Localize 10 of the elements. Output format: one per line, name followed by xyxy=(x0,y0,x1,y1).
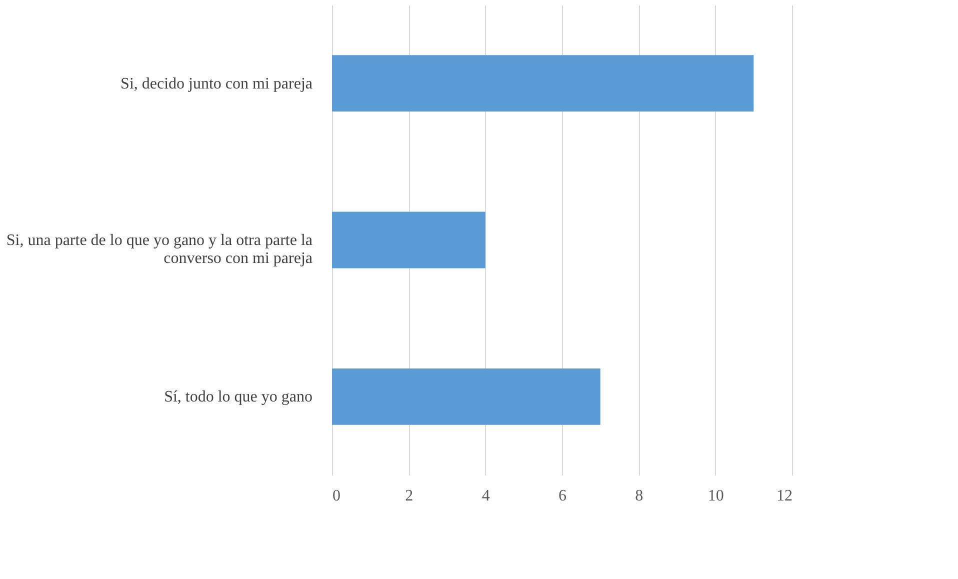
x-tick-label: 2 xyxy=(405,488,414,504)
x-tick-label: 8 xyxy=(635,488,644,504)
x-tick-label: 6 xyxy=(558,488,566,504)
y-tick-label: Si, una parte de lo que yo gano y la otra parte la converso con mi pareja xyxy=(6,232,312,267)
x-tick-label: 12 xyxy=(776,488,792,504)
x-tick-label: 0 xyxy=(332,488,340,504)
x-tick-label: 10 xyxy=(708,488,724,504)
y-tick-label: Si, decido junto con mi pareja xyxy=(120,75,312,92)
y-tick-label: Sí, todo lo que yo gano xyxy=(164,388,312,406)
x-tick-label: 4 xyxy=(482,488,490,504)
